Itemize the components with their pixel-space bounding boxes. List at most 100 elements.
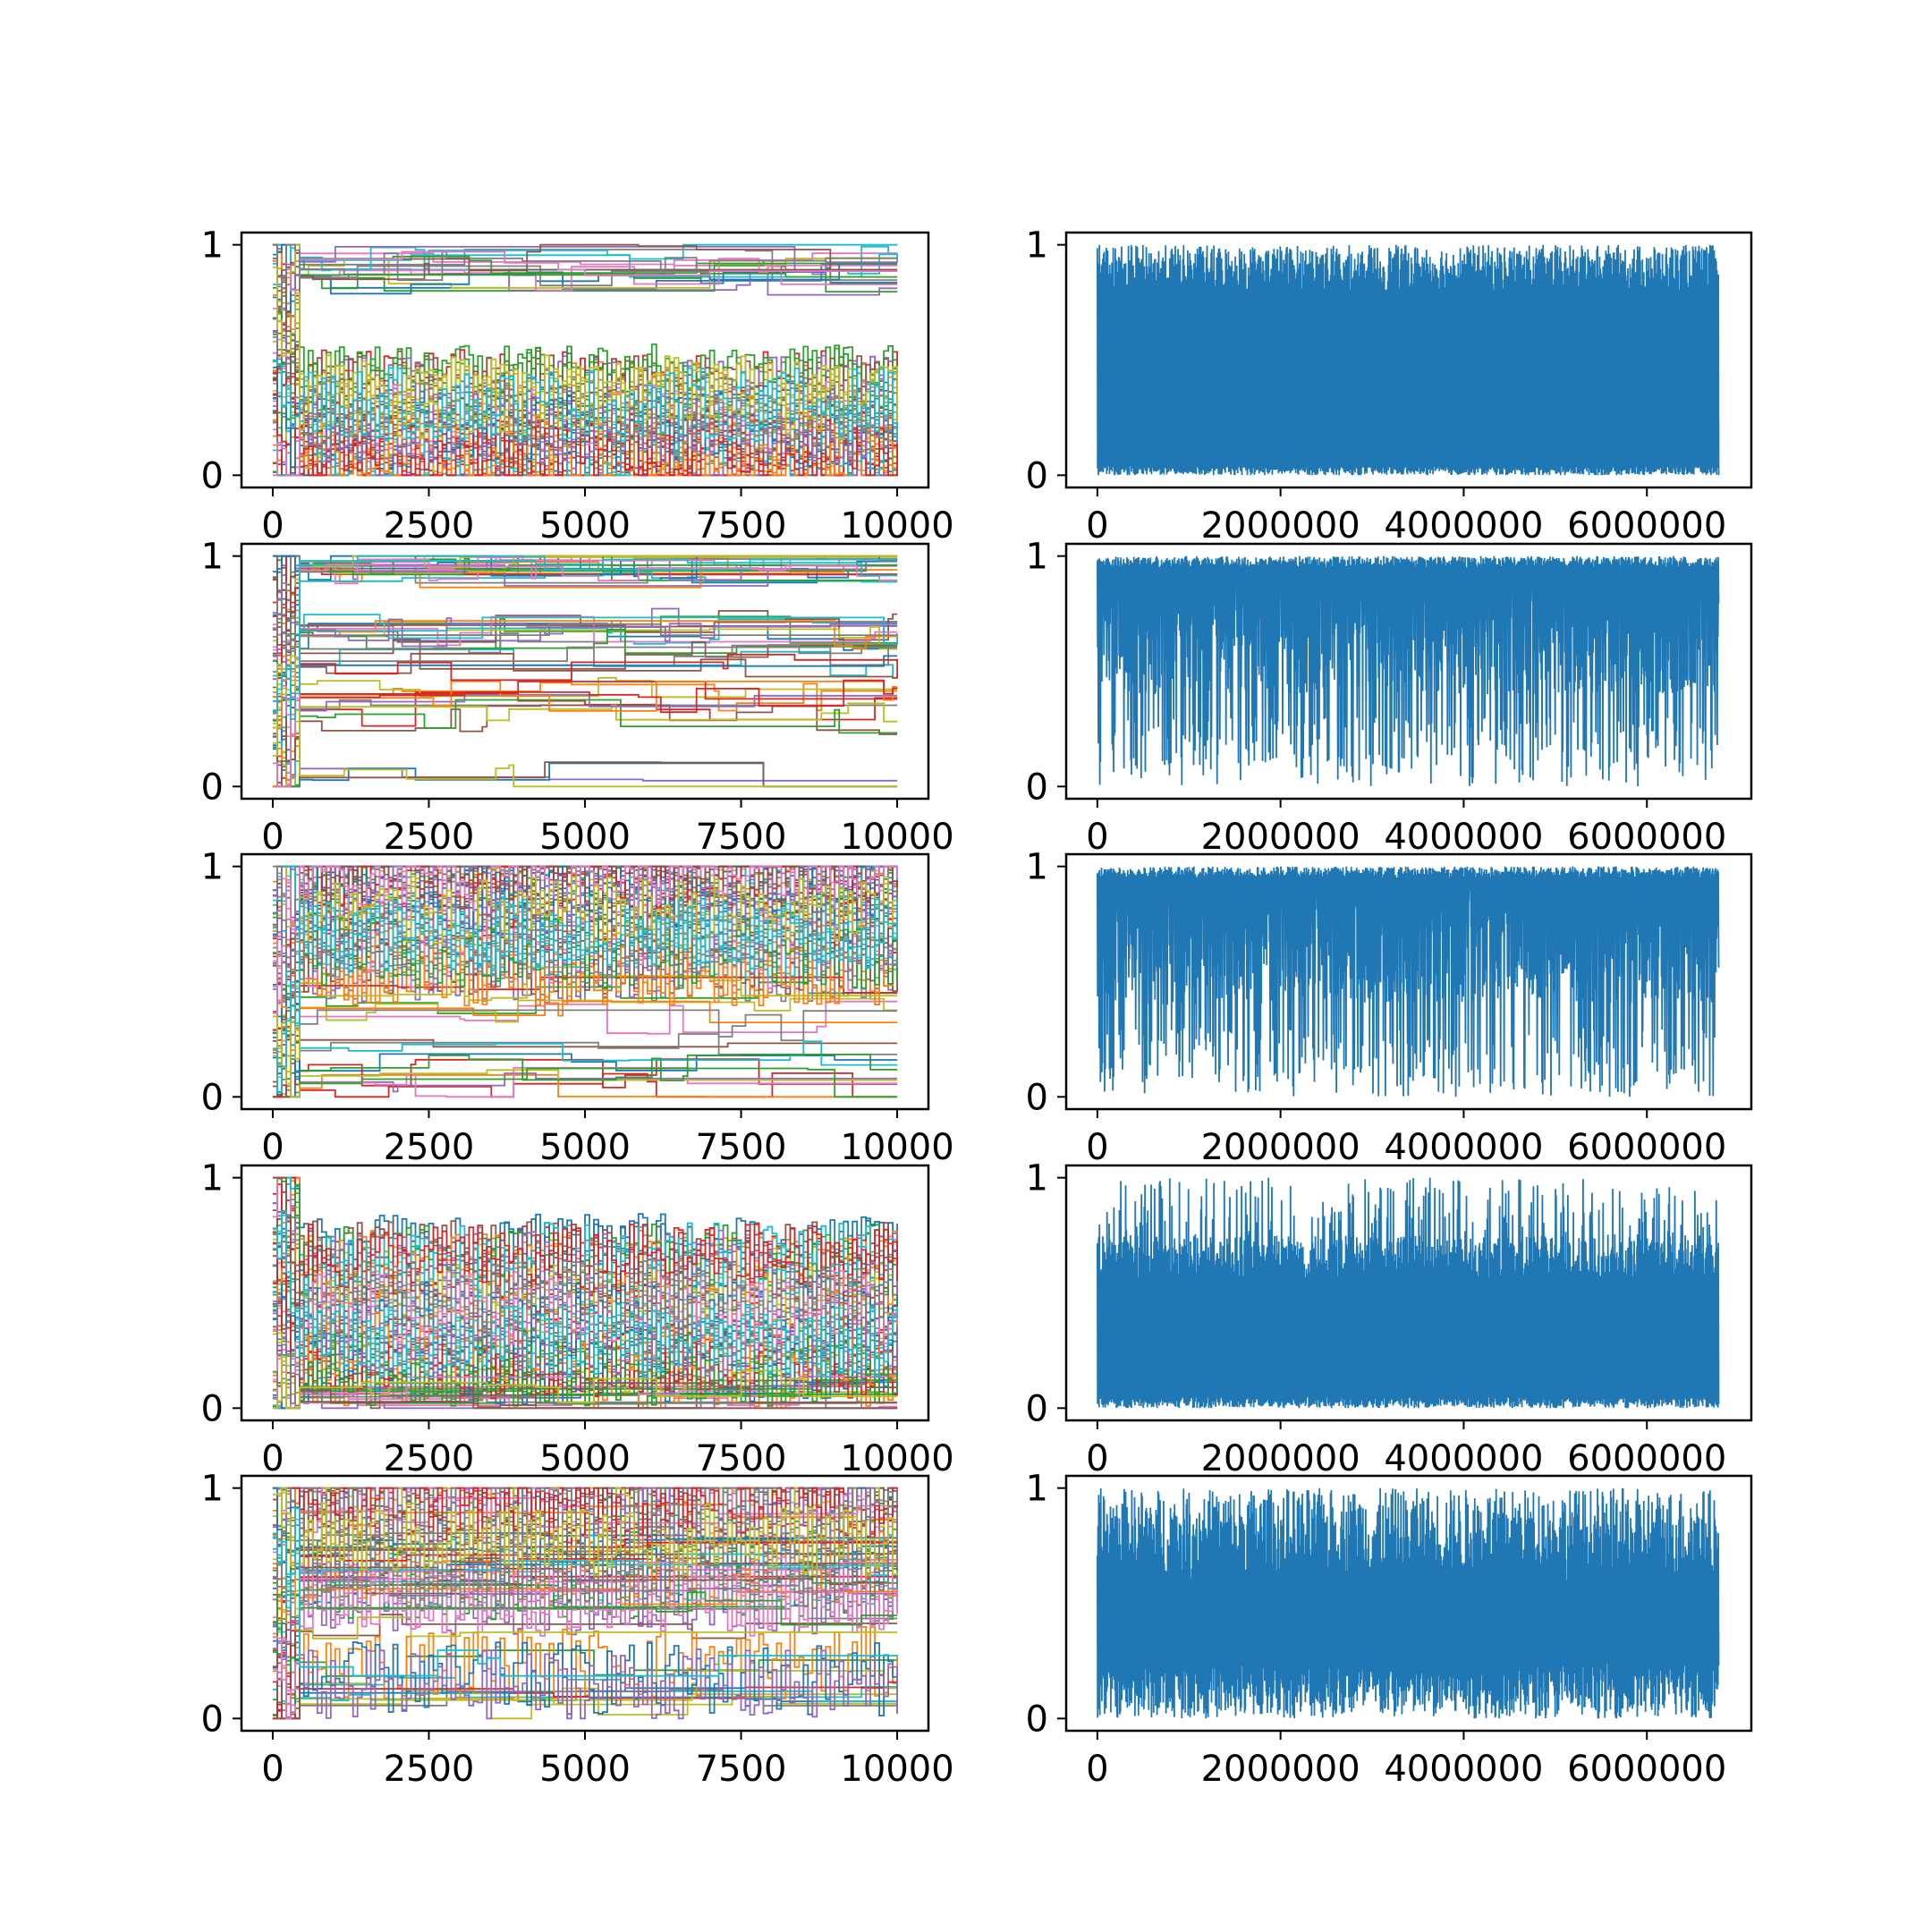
x-tick-label: 0: [1086, 1127, 1108, 1168]
x-tick-label: 5000: [539, 817, 631, 858]
series-line: [272, 953, 898, 1072]
series-line: [1097, 555, 1720, 787]
x-tick-label: 0: [1086, 1438, 1108, 1479]
y-tick-label: 1: [1026, 1469, 1048, 1510]
x-tick-label: 7500: [696, 505, 787, 547]
y-tick-label: 0: [201, 455, 224, 496]
series-line: [272, 564, 898, 788]
series-line: [272, 1260, 898, 1404]
series-line: [272, 1356, 898, 1410]
series-line: [1097, 1487, 1720, 1719]
plot-area: [272, 243, 898, 477]
x-tick-label: 7500: [696, 817, 787, 858]
x-tick-label: 2000000: [1201, 1127, 1360, 1168]
axes-frame: [1064, 1164, 1753, 1422]
series-line: [272, 1269, 898, 1410]
x-tick-label: 5000: [539, 1127, 631, 1168]
y-tick-label: 0: [201, 767, 224, 808]
plot-area: [272, 555, 898, 788]
series-line: [272, 1538, 898, 1645]
series-line: [272, 555, 898, 666]
y-tick-label: 0: [1026, 1077, 1048, 1118]
x-tick-label: 0: [261, 817, 284, 858]
series-line: [1097, 244, 1720, 476]
series-line: [272, 865, 898, 1004]
axes-frame: [1064, 542, 1753, 801]
x-tick-label: 2500: [384, 1749, 475, 1790]
subplot-r5-right: 0 1 0 2000000 4000000 6000000: [1026, 1469, 1753, 1790]
series-line: [272, 618, 898, 734]
series-line: [272, 608, 898, 721]
series-line: [272, 597, 898, 674]
subplot-r1-right: 0 1 0 2000000 4000000 6000000: [1026, 225, 1753, 547]
series-line: [1097, 1177, 1720, 1409]
y-tick-label: 1: [201, 537, 224, 578]
series-line: [272, 1217, 898, 1410]
y-tick-label: 0: [1026, 1699, 1048, 1740]
y-tick-label: 0: [201, 1699, 224, 1740]
y-tick-label: 0: [201, 1388, 224, 1429]
series-line: [272, 555, 898, 712]
axes-frame: [1064, 852, 1753, 1111]
series-line: [272, 262, 898, 477]
series-line: [272, 555, 898, 714]
series-line: [272, 646, 898, 788]
x-tick-label: 6000000: [1567, 817, 1726, 858]
series-line: [272, 1532, 898, 1653]
x-tick-label: 10000: [840, 817, 953, 858]
x-tick-label: 10000: [840, 505, 953, 547]
series-line: [272, 1487, 898, 1640]
series-line: [272, 898, 898, 1094]
series-line: [272, 1487, 898, 1571]
x-tick-label: 6000000: [1567, 1749, 1726, 1790]
x-tick-label: 0: [261, 505, 284, 547]
series-line: [272, 564, 898, 678]
series-line: [272, 1490, 898, 1611]
series-line: [272, 587, 898, 713]
y-tick-label: 1: [1026, 537, 1048, 578]
plot-area: [272, 865, 898, 1098]
series-line: [272, 555, 898, 757]
x-tick-label: 2000000: [1201, 1749, 1360, 1790]
series-line: [272, 916, 898, 1081]
x-tick-label: 2500: [384, 505, 475, 547]
x-tick-label: 10000: [840, 1438, 953, 1479]
y-tick-label: 1: [1026, 1158, 1048, 1199]
series-line: [272, 615, 898, 709]
x-tick-label: 6000000: [1567, 1438, 1726, 1479]
x-tick-label: 4000000: [1384, 817, 1543, 858]
series-line: [272, 252, 898, 397]
series-line: [272, 555, 898, 667]
x-tick-label: 0: [1086, 505, 1108, 547]
series-line: [272, 1550, 898, 1720]
plot-area: [1097, 244, 1720, 476]
y-tick-label: 1: [1026, 847, 1048, 888]
series-line: [272, 243, 898, 386]
subplot-r1-left: 0 1 0 2500 5000 7500 10000: [201, 225, 954, 547]
series-line: [272, 558, 898, 720]
series-line: [272, 273, 898, 408]
y-tick-label: 1: [201, 847, 224, 888]
y-tick-label: 0: [1026, 455, 1048, 496]
axes-frame: [1064, 1474, 1753, 1733]
series-line: [272, 661, 898, 763]
series-line: [1097, 866, 1720, 1097]
series-line: [272, 643, 898, 788]
x-tick-label: 0: [1086, 1749, 1108, 1790]
series-line: [272, 1590, 898, 1720]
x-tick-label: 2000000: [1201, 817, 1360, 858]
x-tick-label: 2500: [384, 817, 475, 858]
series-line: [272, 865, 898, 994]
series-line: [272, 952, 898, 1098]
subplot-r4-right: 0 1 0 2000000 4000000 6000000: [1026, 1158, 1753, 1479]
x-tick-label: 10000: [840, 1749, 953, 1790]
plot-area: [1097, 1487, 1720, 1719]
x-tick-label: 0: [261, 1749, 284, 1790]
x-tick-label: 4000000: [1384, 1749, 1543, 1790]
subplot-r4-left: 0 1 0 2500 5000 7500 10000: [201, 1158, 954, 1479]
x-tick-label: 7500: [696, 1127, 787, 1168]
x-tick-label: 5000: [539, 505, 631, 547]
series-line: [272, 1524, 898, 1631]
plot-area: [1097, 1177, 1720, 1409]
x-tick-label: 2500: [384, 1438, 475, 1479]
